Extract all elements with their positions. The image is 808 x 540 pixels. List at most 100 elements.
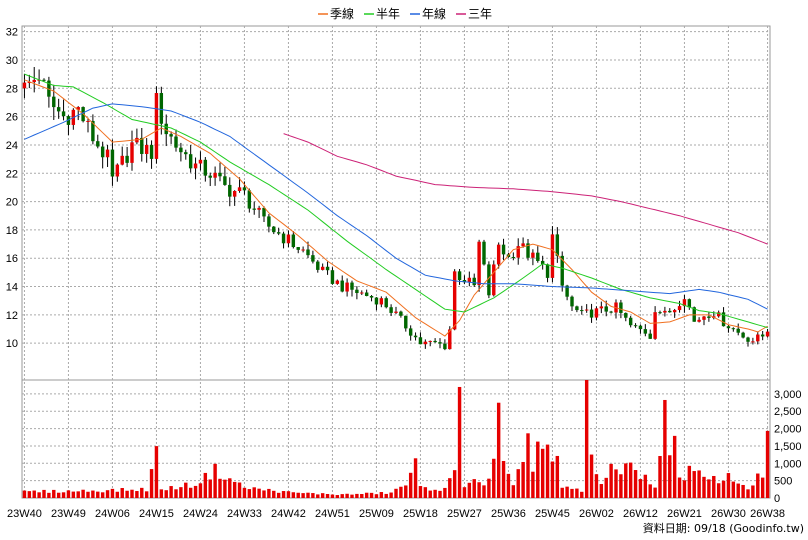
volume-bar-68 — [355, 493, 359, 498]
volume-bar-45 — [242, 487, 247, 498]
candle-body-106 — [540, 260, 545, 265]
volume-bar-141 — [712, 475, 716, 498]
price-tick-5: 20 — [6, 197, 18, 209]
x-tick-12: 25W45 — [535, 508, 570, 520]
volume-bar-109 — [555, 455, 560, 498]
candle-body-109 — [555, 234, 560, 256]
x-axis: 23W40 23W49 24W06 24W15 24W24 24W33 24W42 24W51… — [7, 508, 785, 520]
volume-bar-114 — [580, 491, 584, 498]
candle-body-124 — [628, 317, 633, 326]
candle-body-57 — [301, 249, 305, 251]
candle-body-60 — [316, 261, 320, 270]
volume-bar-139 — [702, 476, 706, 498]
candle-body-7 — [56, 107, 61, 112]
volume-bar-21 — [125, 490, 129, 498]
x-tick-3: 24W15 — [139, 508, 174, 520]
candle-body-39 — [213, 172, 217, 178]
candle-body-123 — [624, 312, 628, 318]
candle-body-96 — [492, 264, 496, 296]
volume-bar-54 — [286, 491, 291, 498]
candle-body-143 — [721, 312, 726, 327]
volume-bar-65 — [340, 494, 344, 498]
volume-bar-131 — [663, 399, 667, 498]
volume-bar-29 — [164, 490, 168, 498]
candle-body-46 — [247, 190, 252, 209]
candle-body-112 — [570, 296, 574, 307]
candle-body-1 — [27, 82, 32, 84]
candle-body-42 — [228, 184, 232, 197]
grid — [22, 26, 770, 498]
candle-body-28 — [159, 93, 164, 124]
volume-bar-51 — [272, 490, 276, 498]
volume-bar-89 — [457, 386, 462, 498]
candle-body-100 — [511, 257, 516, 259]
volume-bar-22 — [130, 489, 134, 498]
volume-bar-126 — [638, 479, 643, 498]
volume-bar-125 — [633, 470, 638, 498]
legend-label-0: 季線 — [330, 6, 354, 21]
volume-tick-4: 2,000 — [774, 424, 802, 436]
candle-body-138 — [697, 319, 701, 322]
volume-bar-77 — [399, 486, 403, 498]
candle-body-71 — [369, 295, 374, 298]
candle-body-118 — [599, 306, 604, 309]
ma-3year-line — [283, 133, 768, 245]
candle-body-103 — [526, 243, 530, 258]
volume-bar-147 — [741, 484, 745, 498]
volume-bar-46 — [247, 489, 252, 498]
volume-bar-15 — [96, 491, 100, 498]
candle-body-102 — [521, 243, 525, 247]
volume-bar-16 — [100, 492, 105, 498]
candle-body-125 — [633, 325, 638, 327]
volume-bar-150 — [756, 473, 760, 498]
volume-bar-148 — [746, 489, 750, 498]
candle-body-4 — [42, 79, 46, 81]
legend-label-1: 半年 — [376, 7, 400, 21]
candle-body-63 — [330, 270, 335, 284]
candle-body-107 — [545, 264, 550, 278]
candle-body-34 — [188, 154, 193, 169]
volume-bar-23 — [135, 491, 139, 498]
volume-bar-130 — [658, 456, 662, 498]
candle-body-74 — [384, 298, 388, 308]
candle-body-13 — [86, 120, 90, 122]
x-tick-13: 26W02 — [579, 508, 614, 520]
volume-bar-134 — [677, 477, 682, 498]
volume-bar-59 — [311, 493, 315, 498]
volume-tick-5: 2,500 — [774, 406, 802, 418]
x-tick-0: 23W40 — [7, 508, 42, 520]
candle-body-45 — [242, 187, 247, 191]
candle-body-54 — [286, 234, 291, 244]
volume-bar-53 — [281, 491, 286, 498]
candle-body-41 — [223, 176, 227, 185]
candle-body-82 — [423, 341, 428, 345]
volume-bar-94 — [482, 485, 486, 498]
volume-bar-6 — [52, 489, 56, 498]
volume-bar-116 — [589, 454, 594, 498]
volume-bar-106 — [540, 448, 545, 498]
volume-bar-33 — [184, 482, 188, 498]
volume-bar-144 — [726, 473, 731, 498]
candle-body-17 — [105, 149, 110, 158]
candle-body-95 — [487, 264, 491, 296]
volume-bar-105 — [536, 441, 540, 498]
candle-body-70 — [364, 292, 369, 296]
candle-body-66 — [345, 282, 349, 292]
candle-body-18 — [110, 149, 115, 177]
x-tick-5: 24W33 — [227, 508, 262, 520]
volume-bar-90 — [462, 487, 467, 498]
ma-quarter-line — [24, 79, 768, 337]
volume-bar-9 — [66, 490, 71, 498]
candle-body-49 — [262, 207, 266, 217]
volume-bar-74 — [384, 493, 388, 498]
candle-body-58 — [306, 249, 310, 256]
volume-bar-41 — [223, 479, 227, 498]
candle-body-5 — [47, 80, 51, 97]
candle-body-150 — [756, 334, 760, 342]
candle-body-38 — [208, 175, 212, 178]
candle-body-44 — [237, 187, 242, 191]
volume-bar-149 — [751, 485, 755, 498]
volume-bar-83 — [428, 490, 432, 498]
candle-body-142 — [716, 312, 721, 317]
